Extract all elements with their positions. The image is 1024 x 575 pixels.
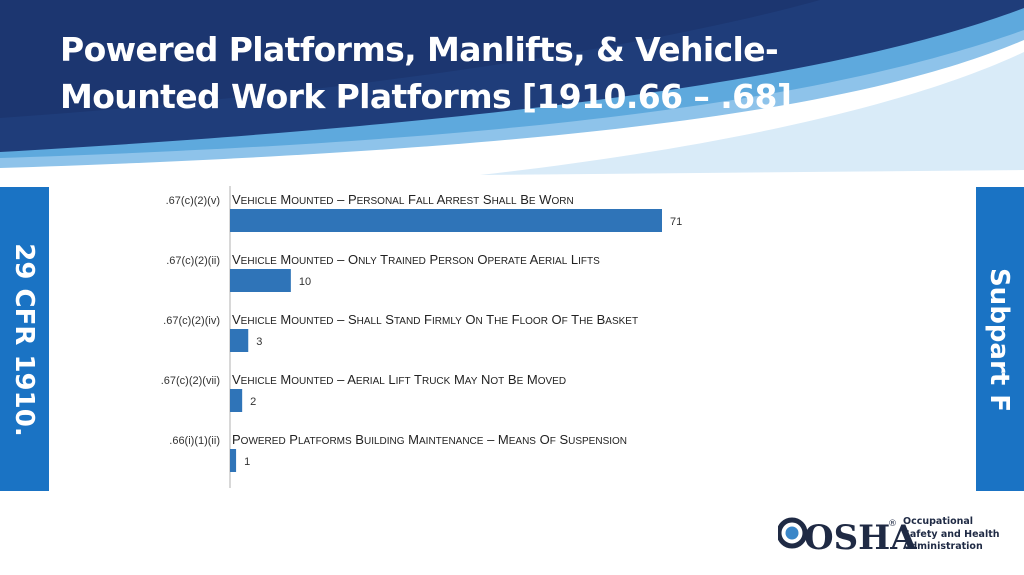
bar-value-label: 71	[670, 216, 682, 228]
bar-value-label: 3	[256, 336, 262, 348]
bar-value-label: 2	[250, 396, 256, 408]
right-tab-label: Subpart F	[984, 267, 1014, 413]
category-code-label: .66(i)(1)(ii)	[169, 435, 220, 447]
category-label: POWERED PLATFORMS BUILDING MAINTENANCE –…	[232, 432, 627, 447]
category-label: VEHICLE MOUNTED – SHALL STAND FIRMLY ON …	[232, 312, 638, 327]
registered-mark: ®	[888, 519, 897, 529]
osha-line-2: Safety and Health	[903, 528, 1000, 540]
slide-title: Powered Platforms, Manlifts, & Vehicle-M…	[60, 30, 792, 116]
osha-agency-name: Occupational Safety and Health Administr…	[903, 516, 1013, 554]
bar	[230, 329, 249, 352]
bar	[230, 449, 237, 472]
bar	[230, 269, 291, 292]
category-label: VEHICLE MOUNTED – PERSONAL FALL ARREST S…	[232, 192, 574, 207]
category-code-label: .67(c)(2)(iv)	[163, 315, 220, 327]
bar	[230, 209, 662, 232]
citations-bar-chart: .67(c)(2)(v) VEHICLE MOUNTED – PERSONAL F…	[161, 186, 682, 488]
category-code-label: .67(c)(2)(v)	[166, 195, 220, 207]
osha-line-3: Administration	[903, 541, 983, 552]
header-background	[0, 0, 1024, 190]
left-side-tab	[0, 187, 49, 491]
category-label: VEHICLE MOUNTED – AERIAL LIFT TRUCK MAY …	[232, 372, 566, 387]
osha-line-1: Occupational	[903, 516, 974, 527]
right-side-tab	[976, 187, 1024, 491]
osha-wordmark: OSHA	[804, 518, 917, 558]
bar-value-label: 10	[299, 276, 311, 288]
category-code-label: .67(c)(2)(ii)	[166, 255, 220, 267]
category-code-label: .67(c)(2)(vii)	[161, 375, 220, 387]
category-label: VEHICLE MOUNTED – ONLY TRAINED PERSON OP…	[232, 252, 600, 267]
left-tab-label: 29 CFR 1910.	[9, 243, 39, 437]
osha-logo: OSHA ®	[778, 517, 917, 558]
bar-value-label: 1	[244, 456, 250, 468]
bar	[230, 389, 243, 412]
